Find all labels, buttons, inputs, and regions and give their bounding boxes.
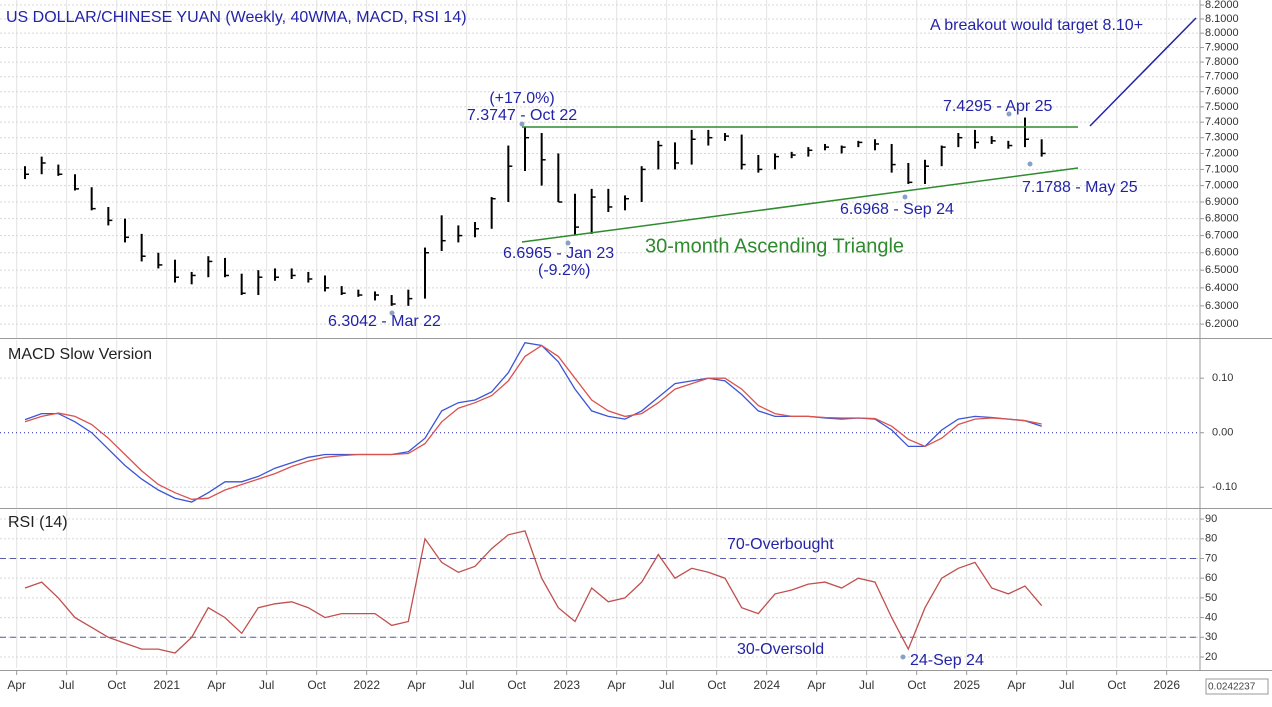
annotation: 7.1788 - May 25 <box>1022 179 1138 196</box>
y-tick-label: 90 <box>1205 513 1217 525</box>
y-tick-label: 6.6000 <box>1205 247 1239 259</box>
y-tick-label: 7.1000 <box>1205 163 1239 175</box>
x-tick-label: 2023 <box>553 678 580 692</box>
x-tick-label: 2026 <box>1153 678 1180 692</box>
x-tick-label: Apr <box>407 678 426 692</box>
y-tick-label: 70 <box>1205 552 1217 564</box>
y-tick-label: 7.5000 <box>1205 101 1239 113</box>
y-tick-label: 0.10 <box>1212 372 1233 384</box>
readout: 0.0242237 <box>1208 682 1256 693</box>
x-tick-label: 2024 <box>753 678 780 692</box>
y-tick-label: -0.10 <box>1212 481 1237 493</box>
y-tick-label: 6.4000 <box>1205 282 1239 294</box>
y-tick-label: 6.3000 <box>1205 300 1239 312</box>
point-marker <box>519 121 525 127</box>
y-tick-label: 6.8000 <box>1205 213 1239 225</box>
annotation: 7.3747 - Oct 22 <box>467 107 577 124</box>
annotation: 24-Sep 24 <box>910 652 984 669</box>
y-tick-label: 30 <box>1205 631 1217 643</box>
readout-box <box>1205 678 1269 695</box>
support-line <box>521 167 1079 243</box>
point-marker <box>1006 111 1012 117</box>
x-tick-label: Jul <box>259 678 274 692</box>
x-tick-label: Jul <box>659 678 674 692</box>
x-tick-label: Apr <box>207 678 226 692</box>
y-tick-label: 6.9000 <box>1205 196 1239 208</box>
x-tick-label: Oct <box>1107 678 1126 692</box>
x-tick-label: Oct <box>107 678 126 692</box>
annotation: 6.3042 - Mar 22 <box>328 313 441 330</box>
point-marker <box>389 310 395 316</box>
point-marker <box>902 194 908 200</box>
y-tick-label: 7.3000 <box>1205 132 1239 144</box>
annotation: (-9.2%) <box>538 262 590 279</box>
x-tick-label: Jul <box>1059 678 1074 692</box>
y-tick-label: 6.7000 <box>1205 229 1239 241</box>
x-tick-label: Apr <box>807 678 826 692</box>
y-tick-label: 50 <box>1205 592 1217 604</box>
point-marker <box>900 654 906 660</box>
x-tick-label: Oct <box>307 678 326 692</box>
panel-title: RSI (14) <box>8 514 68 531</box>
annotation: (+17.0%) <box>489 90 554 107</box>
y-tick-label: 7.4000 <box>1205 116 1239 128</box>
level-label: 30-Oversold <box>737 641 824 658</box>
annotation: 7.4295 - Apr 25 <box>943 98 1053 115</box>
y-tick-label: 8.1000 <box>1205 13 1239 25</box>
marks <box>24 117 1046 654</box>
x-tick-label: Apr <box>1007 678 1026 692</box>
point-marker <box>565 240 571 246</box>
y-tick-label: 7.9000 <box>1205 41 1239 53</box>
x-tick-label: Jul <box>859 678 874 692</box>
x-tick-label: Jul <box>459 678 474 692</box>
annotation: 6.6968 - Sep 24 <box>840 201 954 218</box>
y-tick-label: 7.2000 <box>1205 147 1239 159</box>
grid <box>0 0 1204 675</box>
annotation: A breakout would target 8.10+ <box>930 17 1143 34</box>
x-tick-label: 2021 <box>153 678 180 692</box>
y-tick-label: 6.2000 <box>1205 318 1239 330</box>
x-tick-label: Apr <box>607 678 626 692</box>
y-tick-label: 60 <box>1205 572 1217 584</box>
y-tick-label: 7.6000 <box>1205 86 1239 98</box>
y-tick-label: 8.0000 <box>1205 27 1239 39</box>
y-tick-label: 6.5000 <box>1205 264 1239 276</box>
y-tick-label: 8.2000 <box>1205 0 1239 11</box>
y-tick-label: 0.00 <box>1212 427 1233 439</box>
y-tick-label: 7.0000 <box>1205 179 1239 191</box>
series-line <box>24 530 1043 654</box>
x-tick-label: Jul <box>59 678 74 692</box>
level-label: 70-Overbought <box>727 536 834 553</box>
point-marker <box>1027 161 1033 167</box>
breakout-line <box>1089 17 1197 127</box>
y-tick-label: 80 <box>1205 533 1217 545</box>
x-tick-label: Oct <box>707 678 726 692</box>
annotation: 30-month Ascending Triangle <box>645 235 904 257</box>
y-tick-label: 7.8000 <box>1205 56 1239 68</box>
y-tick-label: 40 <box>1205 611 1217 623</box>
y-tick-label: 20 <box>1205 651 1217 663</box>
annotation: 6.6965 - Jan 23 <box>503 245 614 262</box>
x-tick-label: Apr <box>7 678 26 692</box>
y-tick-label: 7.7000 <box>1205 71 1239 83</box>
x-tick-label: Oct <box>907 678 926 692</box>
x-tick-label: 2022 <box>353 678 380 692</box>
series-line <box>24 344 1042 500</box>
panel-title: MACD Slow Version <box>8 346 152 363</box>
chart-title: US DOLLAR/CHINESE YUAN (Weekly, 40WMA, M… <box>6 9 467 26</box>
x-tick-label: 2025 <box>953 678 980 692</box>
x-tick-label: Oct <box>507 678 526 692</box>
